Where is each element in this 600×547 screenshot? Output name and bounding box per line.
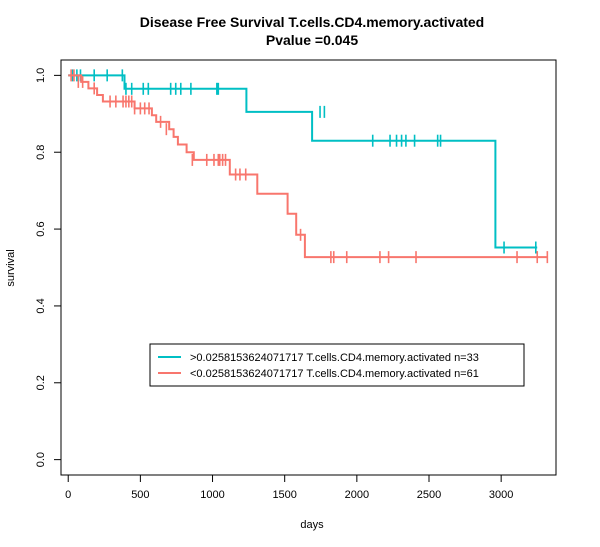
chart-subtitle: Pvalue =0.045 xyxy=(266,32,358,48)
x-tick-label: 1000 xyxy=(200,489,224,501)
x-axis: 0 500 1000 1500 2000 2500 3000 xyxy=(65,474,513,501)
plot-frame xyxy=(60,59,557,476)
y-axis-label: survival xyxy=(5,249,17,286)
legend: >0.0258153624071717 T.cells.CD4.memory.a… xyxy=(149,343,525,387)
x-tick-label: 1500 xyxy=(272,489,296,501)
x-tick-label: 2000 xyxy=(345,489,369,501)
series-high xyxy=(68,69,538,254)
y-tick-label: 1.0 xyxy=(35,68,47,83)
y-axis: 0.0 0.2 0.4 0.6 0.8 1.0 xyxy=(35,68,62,467)
legend-label-low: <0.0258153624071717 T.cells.CD4.memory.a… xyxy=(190,368,479,380)
y-tick-label: 0.0 xyxy=(35,452,47,467)
x-tick-label: 3000 xyxy=(489,489,513,501)
chart-title: Disease Free Survival T.cells.CD4.memory… xyxy=(140,14,484,30)
legend-box xyxy=(149,343,525,387)
survival-curve xyxy=(68,74,538,249)
y-tick-label: 0.4 xyxy=(35,298,47,313)
y-tick-label: 0.8 xyxy=(35,145,47,160)
y-tick-label: 0.2 xyxy=(35,375,47,390)
y-tick-label: 0.6 xyxy=(35,221,47,236)
survival-curve xyxy=(68,74,548,259)
x-tick-label: 0 xyxy=(65,489,71,501)
x-axis-label: days xyxy=(300,519,324,531)
x-tick-label: 2500 xyxy=(417,489,441,501)
series-layer xyxy=(68,69,549,264)
x-tick-label: 500 xyxy=(131,489,149,501)
series-low xyxy=(68,69,549,264)
legend-label-high: >0.0258153624071717 T.cells.CD4.memory.a… xyxy=(190,352,479,364)
